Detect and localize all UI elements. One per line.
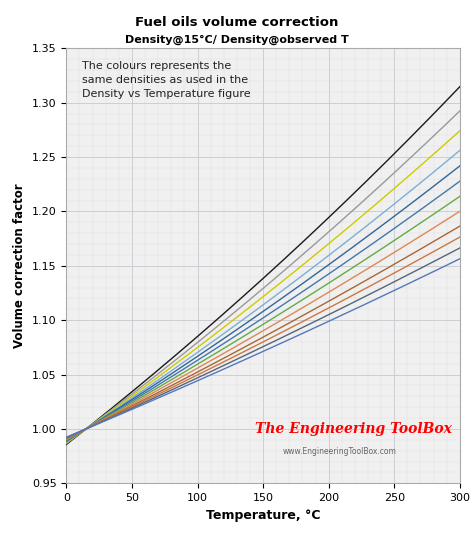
Text: Fuel oils volume correction: Fuel oils volume correction [135,16,339,29]
X-axis label: Temperature, °C: Temperature, °C [206,509,320,521]
Text: www.EngineeringToolBox.com: www.EngineeringToolBox.com [283,447,397,456]
Text: The colours represents the
same densities as used in the
Density vs Temperature : The colours represents the same densitie… [82,61,251,99]
Text: The Engineering ToolBox: The Engineering ToolBox [255,422,452,436]
Y-axis label: Volume correction factor: Volume correction factor [13,184,27,348]
Text: Density@15°C/ Density@observed T: Density@15°C/ Density@observed T [125,35,349,45]
